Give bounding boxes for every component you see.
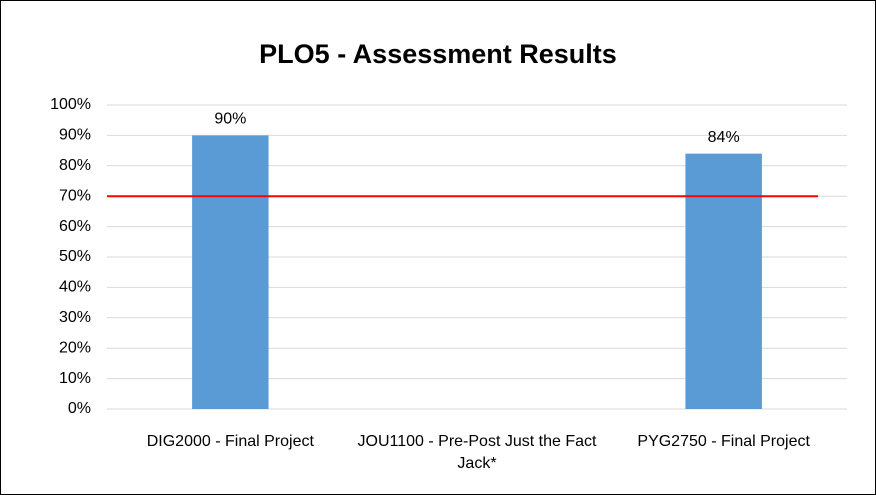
y-tick-label: 90%: [59, 127, 91, 144]
y-tick-label: 50%: [59, 248, 91, 265]
y-tick-label: 80%: [59, 157, 91, 174]
y-tick-label: 0%: [68, 400, 91, 417]
x-tick-label: JOU1100 - Pre-Post Just the Fact Jack*: [357, 433, 597, 472]
y-tick-label: 70%: [59, 187, 91, 204]
y-tick-label: 60%: [59, 218, 91, 235]
y-tick-label: 10%: [59, 370, 91, 387]
y-tick-label: 40%: [59, 279, 91, 296]
bar: [192, 135, 269, 409]
x-tick-label: PYG2750 - Final Project: [637, 433, 810, 450]
bar: [685, 153, 762, 409]
y-tick-label: 100%: [50, 96, 91, 113]
y-tick-label: 30%: [59, 309, 91, 326]
data-label: 90%: [214, 111, 246, 128]
data-label: 84%: [708, 129, 740, 146]
x-tick-label: DIG2000 - Final Project: [146, 433, 314, 450]
chart-title: PLO5 - Assessment Results: [259, 39, 617, 69]
y-tick-label: 20%: [59, 339, 91, 356]
